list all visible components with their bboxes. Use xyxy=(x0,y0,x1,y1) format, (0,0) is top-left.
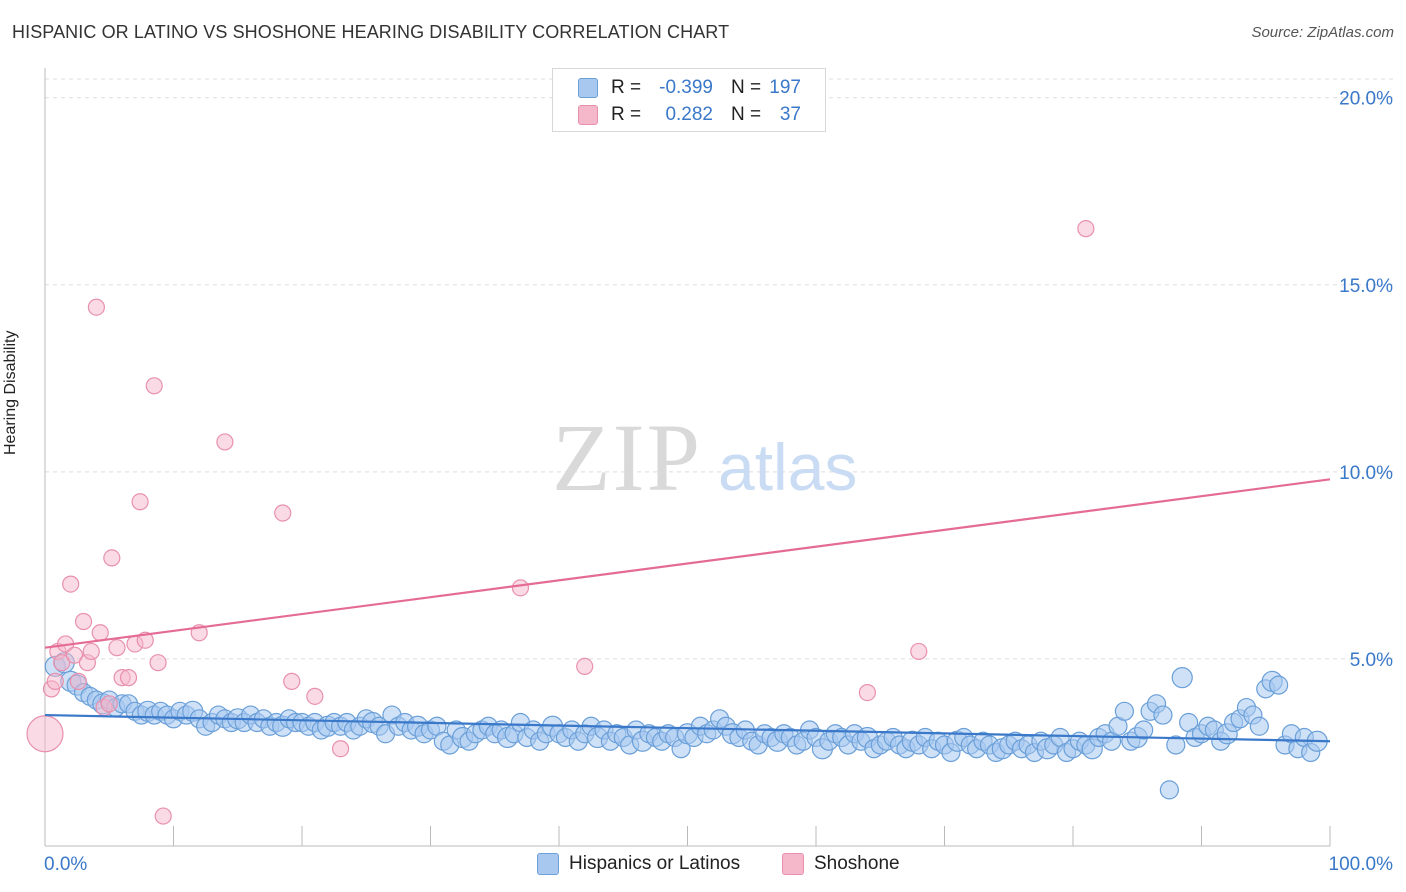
point-shoshone xyxy=(216,433,234,451)
point-hispanics xyxy=(1171,667,1193,689)
point-shoshone xyxy=(87,298,106,316)
point-shoshone xyxy=(62,575,80,593)
series-shoshone-points xyxy=(26,220,1095,825)
grid-lines xyxy=(45,78,1393,660)
y-tick-label: 20.0% xyxy=(1339,89,1393,110)
point-shoshone xyxy=(149,654,167,672)
bottom-legend-label: Shoshone xyxy=(814,853,900,874)
point-hispanics xyxy=(1249,716,1269,736)
point-shoshone xyxy=(331,740,350,758)
point-shoshone xyxy=(306,687,324,705)
correlation-legend: R = -0.399 N = 197 R = 0.282 N = 37 xyxy=(552,68,826,132)
bottom-legend-label: Hispanics or Latinos xyxy=(569,853,741,874)
legend-n-value: 197 xyxy=(769,77,801,98)
watermark-zip: ZIP xyxy=(552,404,702,511)
point-shoshone xyxy=(26,715,64,753)
chart-title: HISPANIC OR LATINO VS SHOSHONE HEARING D… xyxy=(12,22,730,42)
legend-n-value: 37 xyxy=(779,104,801,125)
series-hispanics-points xyxy=(44,652,1328,800)
point-hispanics xyxy=(1114,701,1135,721)
point-shoshone xyxy=(145,377,163,395)
point-shoshone xyxy=(910,642,928,661)
legend-r-label: R = xyxy=(611,77,642,98)
point-shoshone xyxy=(91,624,109,642)
point-shoshone xyxy=(283,672,301,690)
point-shoshone xyxy=(1077,220,1095,238)
point-shoshone xyxy=(65,646,84,664)
bottom-legend-swatch-pink xyxy=(782,853,804,875)
legend-row-shoshone: R = 0.282 N = 37 xyxy=(553,102,825,128)
point-shoshone xyxy=(82,642,100,661)
point-shoshone xyxy=(274,504,292,522)
point-hispanics xyxy=(1159,780,1179,800)
point-hispanics xyxy=(1153,705,1173,725)
legend-r-value: 0.282 xyxy=(665,104,713,125)
point-shoshone xyxy=(119,669,138,687)
point-hispanics xyxy=(1134,720,1154,740)
trend-line-shoshone xyxy=(44,478,1331,649)
point-shoshone xyxy=(100,695,118,713)
y-tick-label: 5.0% xyxy=(1350,650,1393,671)
y-axis-label: Hearing Disability xyxy=(2,330,19,456)
point-shoshone xyxy=(74,612,93,631)
legend-r-label: R = xyxy=(611,104,642,125)
trend-lines xyxy=(44,478,1331,743)
point-hispanics xyxy=(1268,675,1289,695)
point-shoshone xyxy=(53,654,71,672)
point-shoshone xyxy=(108,639,126,657)
point-shoshone xyxy=(103,549,121,567)
point-shoshone xyxy=(131,493,149,511)
point-shoshone xyxy=(576,657,594,676)
point-shoshone xyxy=(69,672,88,690)
legend-swatch-pink xyxy=(578,105,598,125)
legend-n-label: N = xyxy=(731,77,762,98)
legend-n-label: N = xyxy=(731,104,762,125)
tick-labels: 5.0% 10.0% 15.0% 20.0% 0.0% 100.0% xyxy=(44,89,1393,875)
x-tick-label: 100.0% xyxy=(1329,854,1394,875)
bottom-legend-swatch-blue xyxy=(537,853,559,875)
watermark-atlas: atlas xyxy=(718,430,857,504)
trend-line-hispanics xyxy=(44,713,1331,743)
point-hispanics xyxy=(1166,735,1186,755)
legend-swatch-blue xyxy=(578,78,598,98)
legend-r-value: -0.399 xyxy=(659,77,713,98)
point-shoshone xyxy=(858,683,877,702)
point-shoshone xyxy=(511,579,530,597)
point-shoshone xyxy=(136,631,154,649)
point-shoshone xyxy=(154,807,172,825)
y-tick-label: 15.0% xyxy=(1339,276,1393,297)
source-label: Source: ZipAtlas.com xyxy=(1251,24,1394,41)
x-tick-label: 0.0% xyxy=(44,854,87,875)
point-shoshone xyxy=(46,672,64,690)
y-tick-label: 10.0% xyxy=(1339,463,1393,484)
legend-row-hispanics: R = -0.399 N = 197 xyxy=(553,75,825,101)
